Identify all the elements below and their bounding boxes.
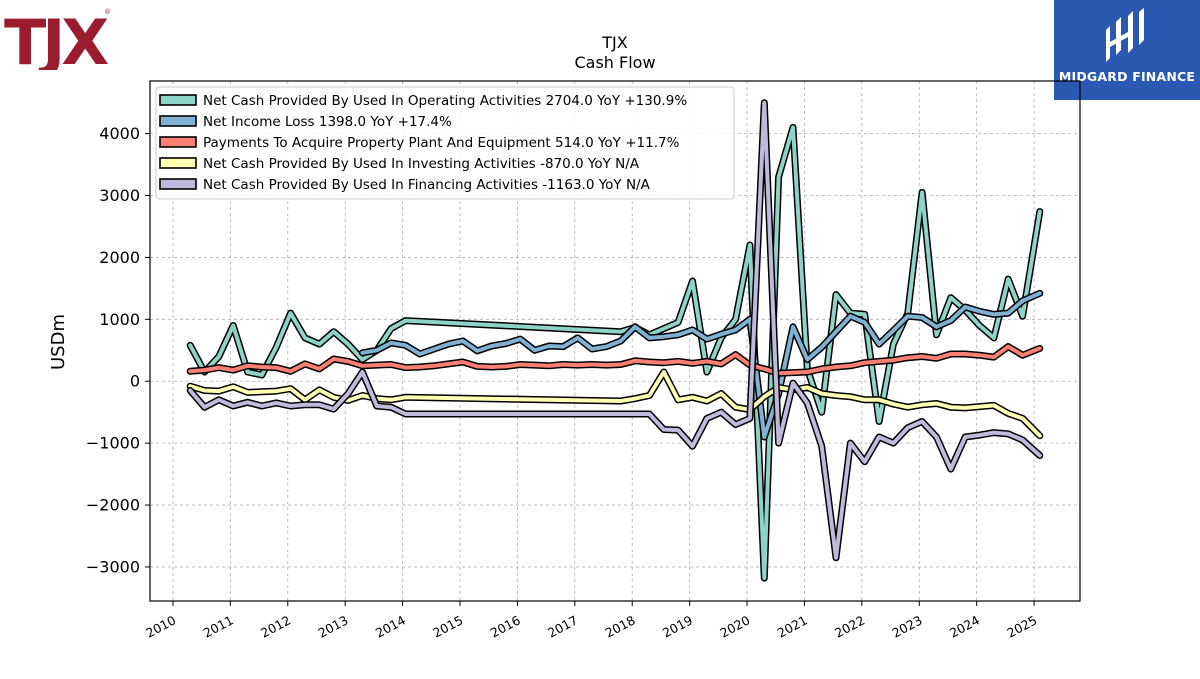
y-tick-label: 2000	[99, 248, 140, 267]
plot-frame	[149, 80, 1081, 602]
x-tick-label: 2024	[947, 612, 982, 640]
legend-label: Net Cash Provided By Used In Operating A…	[203, 93, 687, 109]
legend-item: Net Cash Provided By Used In Operating A…	[159, 93, 687, 109]
legend-label: Payments To Acquire Property Plant And E…	[203, 135, 680, 151]
x-tick-label: 2022	[832, 612, 867, 640]
chart-subtitle: Cash Flow	[574, 53, 655, 72]
x-tick-label: 2012	[258, 612, 293, 640]
series-lines	[186, 99, 1044, 582]
series-investing	[186, 368, 1044, 440]
y-tick-label: −3000	[86, 557, 140, 576]
y-tick-label: −1000	[86, 434, 140, 453]
legend-item: Net Cash Provided By Used In Investing A…	[159, 156, 640, 172]
legend-swatch	[159, 178, 197, 190]
y-tick-label: 3000	[99, 186, 140, 205]
x-tick-label: 2014	[373, 612, 408, 640]
x-tick-label: 2018	[602, 612, 637, 640]
series-operating	[186, 123, 1044, 582]
legend-swatch	[159, 157, 197, 169]
x-tick-label: 2017	[545, 612, 580, 640]
series-line	[188, 125, 1042, 581]
midgard-finance-wordmark: MIDGARD FINANCE	[1058, 69, 1196, 84]
x-tick-label: 2019	[660, 612, 695, 640]
registered-mark-icon: ®	[104, 8, 110, 16]
chart-title: TJX	[601, 33, 627, 52]
series-capex	[186, 343, 1044, 377]
y-tick-label: −2000	[86, 496, 140, 515]
series-line	[188, 370, 1042, 438]
y-tick-label: 1000	[99, 310, 140, 329]
legend-swatch	[159, 94, 197, 106]
legend-item: Payments To Acquire Property Plant And E…	[159, 135, 680, 151]
x-tick-label: 2021	[775, 612, 810, 640]
tjx-logo: TJX ®	[4, 2, 110, 70]
legend-swatch	[159, 115, 197, 127]
midgard-finance-logo: MIDGARD FINANCE	[1054, 0, 1200, 100]
x-tick-label: 2023	[890, 612, 925, 640]
series-line	[188, 100, 1042, 560]
legend-item: Net Income Loss 1398.0 YoY +17.4%	[159, 114, 452, 130]
legend-item: Net Cash Provided By Used In Financing A…	[159, 177, 651, 193]
legend-swatch	[159, 136, 197, 148]
axis-ticks: −3000 −2000 −1000 0 1000 2000 3000 4000 2010 2011…	[86, 124, 1040, 640]
legend-label: Net Cash Provided By Used In Investing A…	[203, 156, 640, 172]
x-tick-label: 2020	[717, 612, 752, 640]
x-tick-label: 2025	[1004, 612, 1039, 640]
x-tick-label: 2016	[488, 612, 523, 640]
legend-box	[155, 86, 735, 200]
y-axis-label: USDm	[48, 314, 69, 370]
tjx-logo-text: TJX	[4, 6, 108, 70]
midgard-emblem-icon	[1106, 8, 1144, 62]
y-tick-label: 0	[130, 372, 140, 391]
x-tick-label: 2015	[430, 612, 465, 640]
series-financing	[186, 99, 1044, 562]
x-tick-label: 2011	[201, 612, 236, 640]
legend: Net Cash Provided By Used In Operating A…	[155, 86, 735, 200]
tjx-logo-mark: TJX ®	[4, 6, 110, 70]
legend-label: Net Cash Provided By Used In Financing A…	[203, 177, 651, 193]
x-tick-label: 2010	[143, 612, 178, 640]
series-line	[188, 344, 1042, 376]
x-tick-label: 2013	[315, 612, 350, 640]
y-tick-label: 4000	[99, 124, 140, 143]
series-net_income	[358, 289, 1044, 441]
series-line	[360, 291, 1042, 439]
legend-label: Net Income Loss 1398.0 YoY +17.4%	[203, 114, 452, 130]
